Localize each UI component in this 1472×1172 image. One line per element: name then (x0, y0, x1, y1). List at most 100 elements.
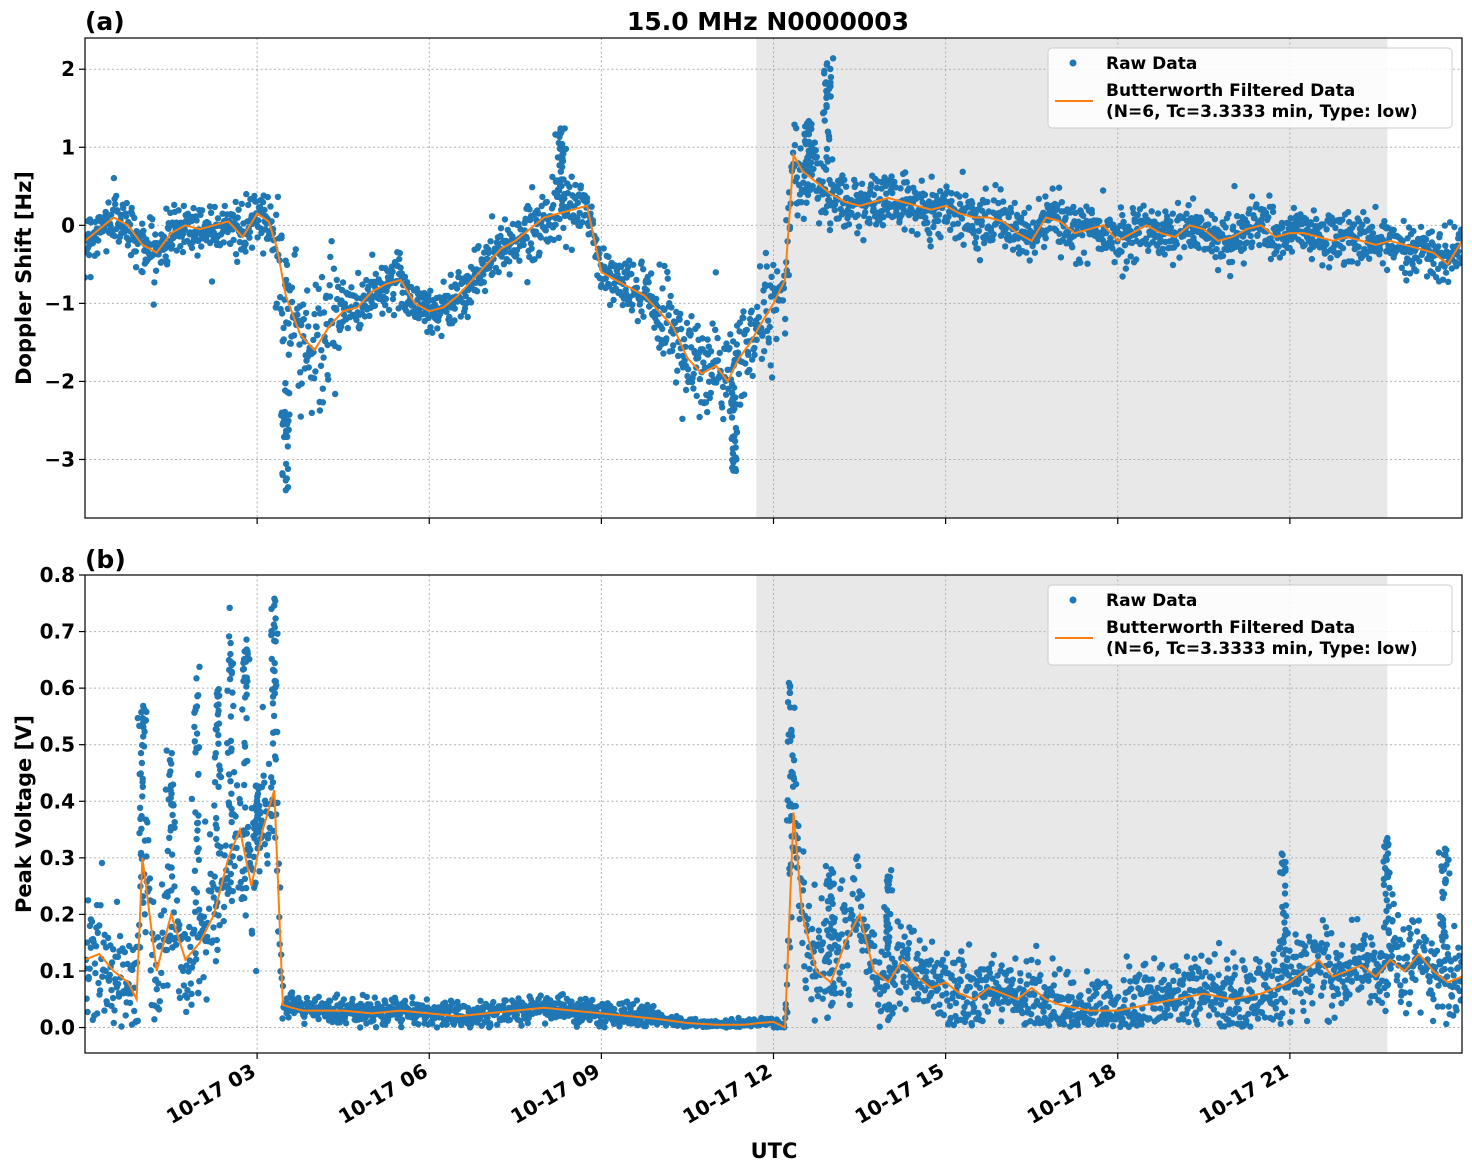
raw-data-point (1117, 1023, 1124, 1030)
raw-data-point (1376, 251, 1383, 258)
raw-data-point (1189, 195, 1197, 202)
raw-data-point (1031, 1020, 1039, 1027)
raw-data-point (1405, 224, 1413, 231)
raw-data-point (829, 55, 837, 62)
raw-data-point (191, 926, 198, 933)
raw-data-point (785, 271, 792, 279)
raw-data-point (1307, 219, 1315, 226)
raw-data-point (490, 998, 497, 1006)
raw-data-point (701, 364, 709, 371)
raw-data-point (573, 1023, 580, 1030)
raw-data-point (762, 283, 769, 290)
raw-data-point (629, 301, 636, 308)
raw-data-point (159, 929, 166, 936)
raw-data-point (1126, 963, 1133, 970)
raw-data-point (683, 319, 691, 327)
raw-data-point (279, 1015, 286, 1022)
raw-data-point (131, 1007, 138, 1015)
raw-data-point (770, 261, 777, 269)
raw-data-point (1231, 971, 1238, 978)
raw-data-point (1012, 955, 1019, 962)
raw-data-point (611, 1005, 618, 1013)
raw-data-point (943, 990, 950, 997)
raw-data-point (1327, 254, 1334, 262)
raw-data-point (656, 261, 663, 268)
raw-data-point (228, 790, 235, 797)
raw-data-point (844, 962, 851, 969)
raw-data-point (989, 236, 996, 243)
raw-data-point (243, 884, 250, 892)
raw-data-point (184, 987, 191, 994)
raw-data-point (1406, 270, 1414, 277)
raw-data-point (1230, 949, 1237, 956)
raw-data-point (928, 938, 936, 945)
raw-data-point (333, 276, 340, 284)
raw-data-point (1042, 235, 1049, 242)
raw-data-point (816, 986, 824, 993)
raw-data-point (349, 995, 356, 1003)
raw-data-point (1258, 216, 1265, 223)
raw-data-point (600, 245, 607, 252)
raw-data-point (950, 1021, 957, 1029)
raw-data-point (1028, 1011, 1035, 1018)
raw-data-point (1413, 267, 1420, 275)
raw-data-point (384, 267, 391, 275)
raw-data-point (485, 249, 492, 257)
raw-data-point (385, 306, 393, 314)
raw-data-point (278, 412, 285, 419)
raw-data-point (274, 799, 281, 806)
raw-data-point (791, 141, 799, 149)
raw-data-point (716, 349, 723, 357)
raw-data-point (562, 243, 570, 251)
raw-data-point (1254, 231, 1261, 239)
raw-data-point (502, 248, 509, 256)
raw-data-point (1057, 254, 1065, 261)
raw-data-point (1213, 246, 1220, 253)
raw-data-point (1235, 1005, 1243, 1013)
raw-data-point (242, 912, 249, 919)
raw-data-point (935, 211, 943, 218)
raw-data-point (237, 800, 244, 807)
raw-data-point (196, 978, 203, 985)
raw-data-point (113, 898, 121, 905)
raw-data-point (749, 356, 756, 363)
raw-data-point (1191, 955, 1198, 962)
raw-data-point (1174, 986, 1182, 994)
raw-data-point (481, 287, 489, 295)
raw-data-point (939, 956, 947, 964)
raw-data-point (216, 922, 223, 929)
raw-data-point (1442, 242, 1449, 249)
raw-data-point (1423, 273, 1431, 280)
raw-data-point (1351, 221, 1358, 228)
raw-data-point (725, 385, 732, 392)
raw-data-point (118, 1023, 125, 1030)
raw-data-point (335, 344, 342, 352)
raw-data-point (1160, 976, 1168, 984)
raw-data-point (124, 960, 131, 968)
y-tick-label: 0 (61, 213, 75, 237)
raw-data-point (156, 998, 163, 1005)
raw-data-point (1366, 255, 1373, 262)
raw-data-point (1332, 224, 1339, 232)
raw-data-point (712, 269, 719, 276)
raw-data-point (128, 204, 135, 212)
raw-data-point (1399, 237, 1406, 245)
raw-data-point (696, 413, 703, 421)
raw-data-point (160, 907, 168, 914)
raw-data-point (978, 218, 985, 225)
raw-data-point (265, 831, 272, 838)
raw-data-point (572, 181, 579, 189)
raw-data-point (781, 330, 789, 337)
raw-data-point (165, 225, 172, 232)
raw-data-point (298, 380, 305, 387)
raw-data-point (1155, 249, 1163, 257)
raw-data-point (148, 222, 155, 230)
raw-data-point (1387, 233, 1394, 240)
raw-data-point (891, 981, 899, 989)
raw-data-point (897, 989, 904, 996)
raw-data-point (183, 1008, 190, 1016)
raw-data-point (524, 1019, 531, 1027)
raw-data-point (1183, 210, 1190, 217)
raw-data-point (224, 874, 231, 882)
raw-data-point (173, 247, 180, 254)
